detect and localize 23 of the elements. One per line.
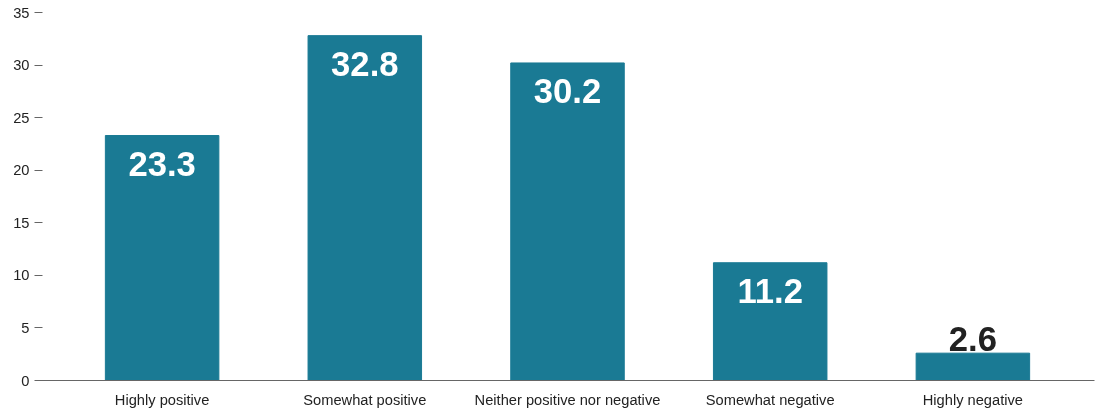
y-tick-label: 15 — [13, 214, 30, 231]
y-tick-label: 35 — [13, 4, 30, 21]
bar — [307, 35, 423, 381]
data-label: 2.6 — [948, 320, 997, 359]
data-label: 11.2 — [737, 271, 803, 310]
y-tick-label: 0 — [21, 372, 30, 389]
data-label: 30.2 — [533, 71, 602, 110]
x-tick-label: Somewhat negative — [705, 391, 835, 408]
bar — [104, 135, 220, 381]
x-tick-label: Neither positive nor negative — [474, 391, 661, 408]
data-label: 23.3 — [128, 144, 196, 183]
x-tick-label: Somewhat positive — [303, 391, 427, 408]
y-tick-label: 20 — [13, 162, 30, 179]
bar — [915, 352, 1031, 381]
y-tick-label: 25 — [13, 109, 30, 126]
y-tick-label: 30 — [13, 57, 30, 74]
y-tick-label: 10 — [13, 267, 30, 284]
y-tick-label: 5 — [21, 319, 30, 336]
x-tick-label: Highly positive — [114, 391, 210, 408]
bar — [712, 262, 828, 381]
x-tick-label: Highly negative — [922, 391, 1023, 408]
bar — [510, 62, 625, 381]
data-label: 32.8 — [331, 44, 399, 83]
